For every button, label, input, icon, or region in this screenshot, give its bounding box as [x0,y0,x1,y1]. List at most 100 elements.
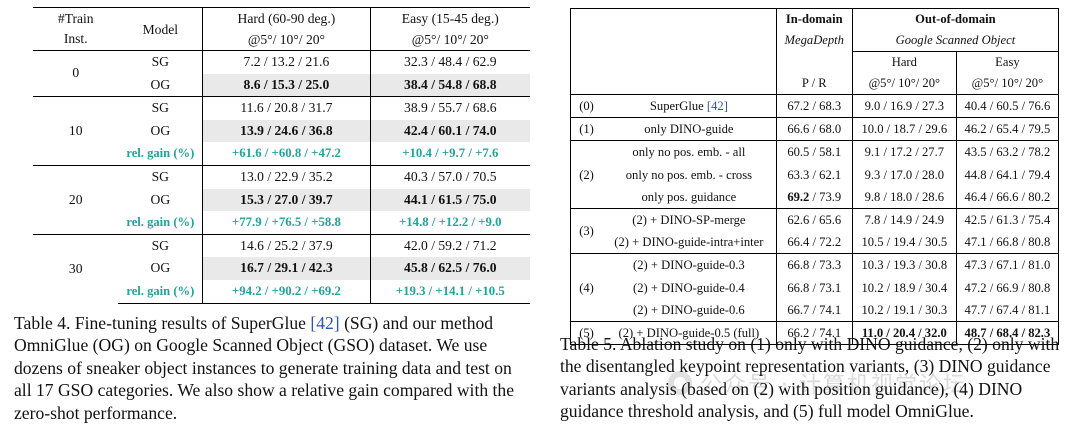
header-blank [602,51,777,73]
header-train-inst-line1: #Train [57,11,94,26]
caption-text: Table 4. Fine-tuning results of SuperGlu… [14,313,311,333]
easy-cell: 40.3 / 57.0 / 70.5 [370,164,530,189]
table-row: only pos. guidance 69.2 / 73.9 9.8 / 18.… [571,185,1060,209]
in-domain-cell: 62.6 / 65.6 [776,208,853,232]
hard-cell: 10.2 / 19.1 / 30.3 [852,298,957,322]
hard-cell: 13.0 / 22.9 / 35.2 [202,164,371,189]
header-easy-metric: @5°/ 10°/ 20° [411,32,489,47]
hard-cell: 9.1 / 17.2 / 27.7 [852,140,957,164]
gain-easy: +10.4 / +9.7 / +7.6 [402,146,499,161]
easy-cell: 42.5 / 61.3 / 75.4 [956,208,1060,232]
easy-cell: 46.4 / 66.6 / 80.2 [956,185,1060,209]
table-4: #Train Inst. Model Hard (60-90 deg.) Eas… [33,7,530,304]
row-index: (4) [570,253,603,322]
caption-text: (SG) and our method OmniGlue (OG) on Goo… [14,313,515,423]
row-name: (2) + DINO-guide-0.3 [602,253,777,277]
wechat-logo-icon [668,371,692,395]
easy-cell: 44.8 / 64.1 / 79.4 [956,163,1060,186]
table-4-caption: Table 4. Fine-tuning results of SuperGlu… [14,312,524,424]
in-domain-cell: 66.4 / 72.2 [776,231,853,254]
gain-hard: +61.6 / +60.8 / +47.2 [202,142,371,166]
gain-hard: +94.2 / +90.2 / +69.2 [202,279,371,304]
header-easy: Easy [956,51,1060,73]
inst-cell: 10 [33,96,119,166]
row-name: (2) + DINO-guide-0.6 [602,298,777,322]
citation-link[interactable]: [42] [310,313,340,333]
header-blank [602,30,777,52]
row-name: only no pos. emb. - all [602,140,777,164]
easy-cell: 40.4 / 60.5 / 76.6 [956,93,1060,118]
table-row: OG 8.6 / 15.3 / 25.0 38.4 / 54.8 / 68.8 [33,73,530,97]
table-row: 0 SG 7.2 / 13.2 / 21.6 32.3 / 48.4 / 62.… [33,49,530,97]
easy-cell: 38.9 / 55.7 / 68.6 [370,96,530,120]
easy-cell: 47.2 / 66.9 / 80.8 [956,276,1060,299]
model-cell: SG [118,96,204,120]
easy-cell: 47.7 / 67.4 / 81.1 [956,298,1060,322]
citation-link[interactable]: [42] [706,99,728,113]
easy-cell: 46.2 / 65.4 / 79.5 [956,117,1060,141]
in-domain-best: 69.2 [787,189,810,204]
header-out-dataset: Google Scanned Object [852,30,1060,52]
header-model: Model [118,7,204,51]
row-index: (3) [570,208,603,254]
in-domain-cell: 66.6 / 68.0 [776,117,853,141]
table-row: OG 15.3 / 27.0 / 39.7 44.1 / 61.5 / 75.0 [33,188,530,212]
table-row: (2) + DINO-guide-intra+inter 66.4 / 72.2… [571,231,1060,254]
easy-cell: 47.3 / 67.1 / 81.0 [956,253,1060,277]
row-index: (1) [570,117,603,141]
row-name: only pos. guidance [602,185,777,209]
gain-label: rel. gain (%) [118,211,204,235]
inst-cell: 30 [33,233,119,304]
table-row: only no pos. emb. - cross 63.3 / 62.1 9.… [571,163,1060,186]
header-blank [602,73,777,95]
header-blank [570,8,603,30]
gain-row: rel. gain (%) +77.9 / +76.5 / +58.8 +14.… [33,211,530,235]
in-domain-cell: 66.2 / 74.1 [776,321,853,346]
gain-label: rel. gain (%) [118,279,204,304]
gain-row: rel. gain (%) +61.6 / +60.8 / +47.2 +10.… [33,142,530,166]
hard-cell: 9.8 / 18.0 / 28.6 [852,185,957,209]
table-row: (0) SuperGlue [42] 67.2 / 68.3 9.0 / 16.… [570,93,1060,118]
watermark: 公众号 · 计算机视觉论坛 [668,367,967,399]
header-train-inst-line2: Inst. [63,31,88,46]
header-hard-metric: @5°/ 10°/ 20° [852,73,957,95]
header-in-dataset: MegaDepth [776,30,853,52]
model-cell: OG [118,188,204,212]
in-domain-cell: 60.5 / 58.1 [776,140,853,164]
header-easy-metric: @5°/ 10°/ 20° [956,73,1060,95]
watermark-text: 公众号 · 计算机视觉论坛 [700,373,967,398]
table-row: 10 SG 11.6 / 20.8 / 31.7 38.9 / 55.7 / 6… [33,96,530,166]
easy-cell: 44.1 / 61.5 / 75.0 [370,188,530,212]
hard-cell: 10.5 / 19.4 / 30.5 [852,231,957,254]
model-cell: OG [118,73,204,97]
row-index: (5) [570,321,603,346]
header-in-domain: In-domain [776,8,853,30]
gain-hard: +77.9 / +76.5 / +58.8 [202,211,371,235]
row-name-text: SuperGlue [649,99,707,113]
header-blank [570,51,603,73]
table-row: (4) (2) + DINO-guide-0.3 66.8 / 73.3 10.… [570,253,1060,322]
in-domain-cell: 63.3 / 62.1 [776,163,853,186]
gain-easy: +14.8 / +12.2 / +9.0 [398,215,502,230]
easy-cell: 43.5 / 63.2 / 78.2 [956,140,1060,164]
hard-cell: 15.3 / 27.0 / 39.7 [202,188,371,212]
table-row: (3) (2) + DINO-SP-merge 62.6 / 65.6 7.8 … [570,208,1060,254]
gain-easy: +19.3 / +14.1 / +10.5 [370,279,530,304]
inst-cell: 20 [33,164,119,235]
model-cell: SG [118,164,204,189]
row-index: (0) [570,93,603,118]
row-name: (2) + DINO-guide-intra+inter [602,231,777,254]
table-row: (2) + DINO-guide-0.4 66.8 / 73.1 10.2 / … [571,276,1060,299]
hard-cell: 7.2 / 13.2 / 21.6 [202,49,371,74]
header-in-metric: P / R [776,73,853,95]
inst-cell: 0 [33,49,119,97]
table-row: (2) only no pos. emb. - all 60.5 / 58.1 … [570,140,1060,209]
hard-cell: 9.3 / 17.0 / 28.0 [852,163,957,186]
easy-cell: 48.7 / 68.4 / 82.3 [956,321,1060,346]
easy-cell: 47.1 / 66.8 / 80.8 [956,231,1060,254]
row-name: SuperGlue [42] [602,93,777,118]
model-cell: SG [118,233,204,258]
header-blank [602,8,777,30]
in-domain-rest: / 73.9 [809,189,842,204]
header-blank [776,51,853,73]
